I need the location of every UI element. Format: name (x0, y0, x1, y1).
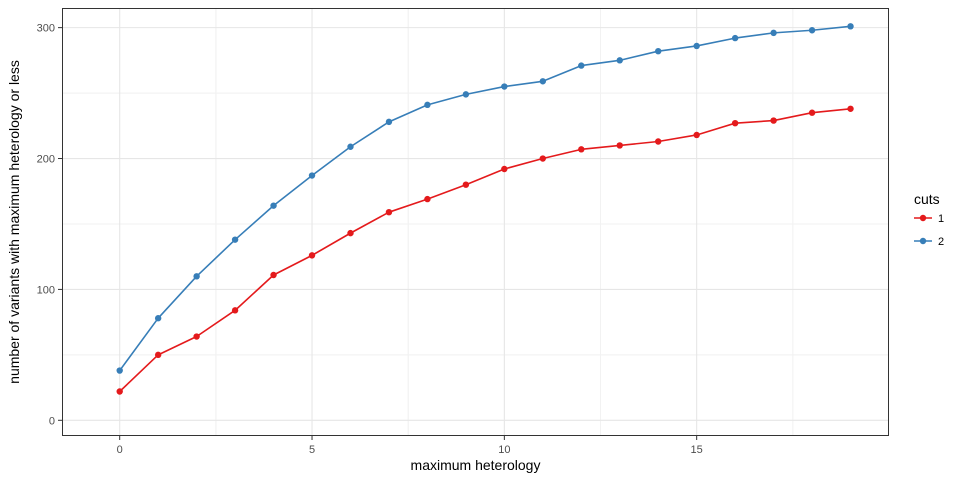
legend-key-point (919, 237, 927, 245)
data-point (154, 315, 162, 322)
data-point (770, 117, 777, 124)
data-point (193, 273, 200, 280)
legend-label: 2 (938, 236, 944, 248)
legend-key-point (919, 214, 927, 222)
data-point (693, 131, 700, 139)
axis-ticks: 0 5 10 15 0 100 200 300 (37, 23, 703, 456)
data-point (424, 101, 431, 109)
data-point (347, 143, 354, 150)
data-point (231, 236, 239, 243)
x-tick-label: 10 (498, 444, 510, 456)
data-point (424, 195, 431, 203)
data-point (501, 83, 508, 90)
x-tick-label: 5 (309, 444, 315, 456)
legend-label: 1 (938, 213, 944, 225)
plot-border (62, 8, 889, 436)
data-point (616, 142, 623, 149)
data-point (462, 181, 470, 188)
y-tick-label: 200 (37, 154, 55, 166)
series-layer (116, 23, 854, 395)
legend: cuts 1 2 (914, 191, 944, 248)
data-point (578, 62, 585, 69)
x-tick-label: 15 (691, 444, 703, 456)
data-point (462, 91, 470, 98)
plot-panel (62, 8, 889, 436)
series-line (119, 107, 851, 393)
legend-key-2: 2 (914, 236, 944, 248)
data-point (116, 388, 123, 395)
data-point (770, 29, 777, 37)
data-point (539, 78, 547, 85)
data-point (308, 252, 316, 259)
y-axis-title: number of variants with maximum heterolo… (6, 60, 22, 384)
y-tick-label: 0 (49, 415, 55, 427)
x-tick-label: 0 (117, 444, 123, 456)
data-point (347, 229, 354, 237)
y-tick-label: 100 (37, 284, 55, 296)
data-point (385, 118, 393, 126)
legend-key-1: 1 (914, 213, 944, 225)
data-point (808, 27, 816, 34)
data-point (308, 172, 316, 179)
data-point (270, 271, 277, 279)
data-point (655, 47, 662, 55)
data-point (847, 23, 854, 30)
data-point (501, 165, 508, 173)
x-axis-title: maximum heterology (411, 457, 541, 473)
series-line (119, 25, 851, 372)
data-point (539, 155, 547, 162)
data-point (116, 367, 123, 374)
data-point (693, 42, 700, 50)
data-point (808, 109, 816, 116)
series-2 (116, 23, 854, 374)
data-point (616, 57, 623, 64)
data-point (847, 105, 854, 112)
data-point (154, 351, 162, 359)
series-1 (116, 105, 854, 395)
legend-title: cuts (914, 191, 940, 207)
data-point (270, 202, 277, 209)
data-point (385, 208, 393, 216)
data-point (731, 34, 739, 42)
data-point (731, 119, 739, 127)
data-point (193, 333, 200, 340)
data-point (655, 138, 662, 145)
y-tick-label: 300 (37, 23, 55, 35)
data-point (578, 146, 585, 153)
data-point (231, 307, 239, 314)
